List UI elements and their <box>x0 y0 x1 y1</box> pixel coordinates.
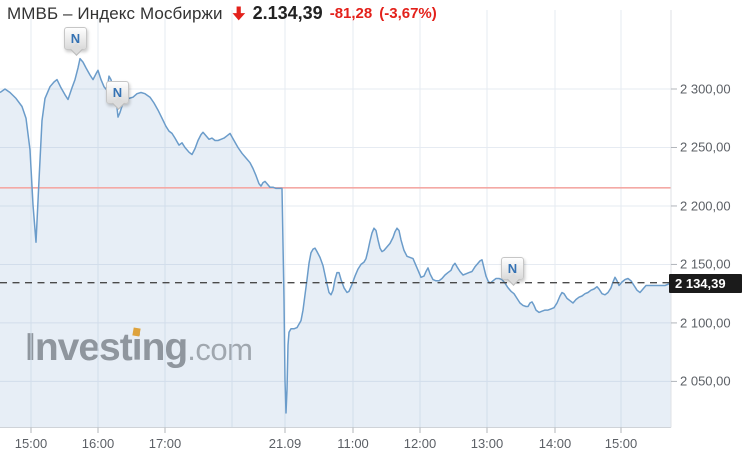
news-marker[interactable]: N <box>64 27 87 50</box>
last-price: 2.134,39 <box>252 3 323 23</box>
y-axis-label: 2 050,00 <box>680 373 731 389</box>
price-down-arrow-icon <box>232 6 246 21</box>
logo-accent-i: i <box>132 326 143 370</box>
news-marker[interactable]: N <box>501 257 524 280</box>
instrument-header: ММВБ – Индекс Мосбиржи 2.134,39 -81,28 (… <box>7 3 437 24</box>
x-axis-label: 13:00 <box>470 436 504 451</box>
y-axis-label: 2 250,00 <box>680 139 731 155</box>
price-change: -81,28 <box>329 5 373 22</box>
y-axis-label: 2 100,00 <box>680 315 731 331</box>
last-price-tag: 2 134,39 <box>669 273 742 293</box>
instrument-title: ММВБ – Индекс Мосбиржи <box>7 3 223 23</box>
y-axis-label: 2 200,00 <box>680 198 731 214</box>
x-axis-label: 15:00 <box>604 436 638 451</box>
price-line <box>0 57 672 414</box>
news-marker[interactable]: N <box>106 81 129 104</box>
x-axis-label: 16:00 <box>81 436 115 451</box>
x-axis-label: 15:00 <box>14 436 48 451</box>
x-axis-label: 11:00 <box>337 436 369 451</box>
logo-text-invest: Invest <box>25 326 133 370</box>
y-axis-label: 2 150,00 <box>680 256 731 272</box>
logo-text-com: .com <box>187 332 253 368</box>
y-axis-label: 2 300,00 <box>680 81 731 97</box>
x-axis-label: 12:00 <box>403 436 437 451</box>
price-area-fill <box>0 58 671 428</box>
price-change-percent: (-3,67%) <box>379 5 437 22</box>
x-axis-label: 17:00 <box>148 436 182 451</box>
x-axis-label: 21.09 <box>268 436 302 451</box>
x-axis-label: 14:00 <box>538 436 572 451</box>
